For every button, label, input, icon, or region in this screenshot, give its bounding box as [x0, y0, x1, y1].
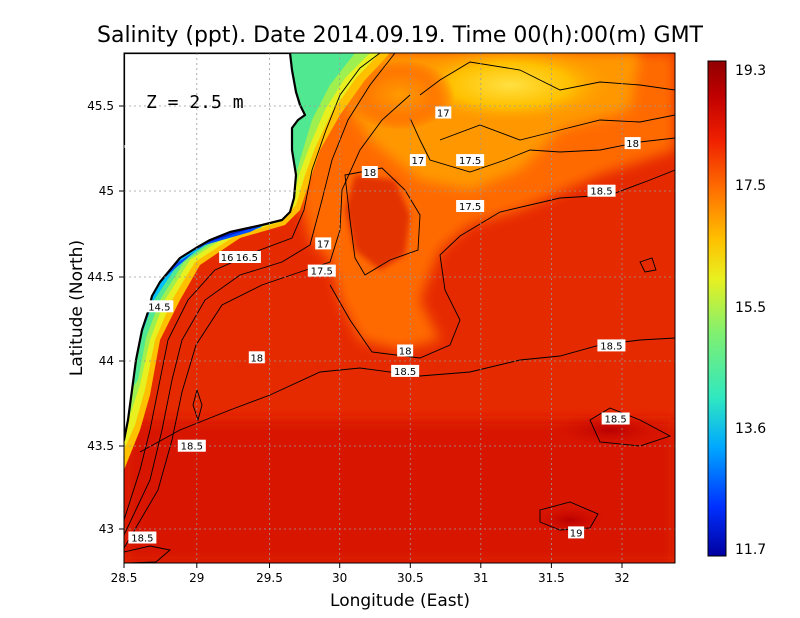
x-tick-label: 29 — [189, 571, 204, 585]
contour-label: 18 — [624, 137, 641, 150]
contour-label: 18.5 — [587, 184, 616, 198]
contour-label-text: 17.5 — [459, 156, 481, 167]
contour-label-text: 18.5 — [181, 442, 203, 453]
y-tick-label: 45.5 — [87, 99, 114, 113]
contour-label-text: 16 — [221, 253, 234, 264]
contour-label: 18.5 — [177, 439, 206, 453]
contour-label: 16.5 — [232, 251, 261, 264]
salinity-field: 17 17 17.5 18 18 18.5 17.5 17 16 16.5 17.5 14.5 18 18… — [124, 53, 675, 563]
colorbar-tick-label: 17.5 — [735, 178, 766, 194]
x-tick-label: 29.5 — [256, 571, 283, 585]
contour-label: 17.5 — [307, 264, 336, 278]
contour-label-text: 17 — [317, 239, 330, 250]
y-tick-label: 43.5 — [87, 439, 114, 453]
contour-label-box — [409, 154, 426, 167]
contour-label-box — [177, 439, 206, 452]
colorbar — [707, 60, 727, 557]
colorbar-tick-label: 15.5 — [735, 300, 766, 316]
contour-label: 18 — [397, 344, 414, 358]
contour-label: 18.5 — [601, 412, 630, 426]
contour-label-box — [361, 166, 378, 178]
contour-label-box — [435, 106, 452, 119]
x-axis — [123, 563, 623, 568]
contour-label-box — [232, 251, 261, 263]
contour-label-text: 14.5 — [148, 302, 170, 313]
contour-label: 17.5 — [456, 154, 485, 167]
y-axis-label: Latitude (North) — [67, 240, 87, 376]
x-tick-label: 30 — [332, 571, 347, 585]
contour-label-text: 18 — [399, 347, 412, 358]
contour-label: 18.5 — [128, 531, 157, 545]
y-tick-label: 45 — [99, 184, 114, 198]
y-tick-label: 44 — [99, 354, 114, 368]
contour-label-text: 18.5 — [600, 341, 622, 352]
chart-title: Salinity (ppt). Date 2014.09.19. Time 00… — [97, 23, 704, 48]
contour-label: 17.5 — [456, 200, 485, 213]
contour-label-box — [456, 154, 485, 167]
contour-label-text: 16.5 — [236, 253, 258, 264]
contour-label-text: 18.5 — [131, 534, 153, 545]
x-tick-label: 32 — [614, 571, 629, 585]
contour-labels: 17 17 17.5 18 18 18.5 17.5 17 16 16.5 17.5 14.5 18 18… — [128, 106, 641, 545]
contour-label: 17 — [435, 106, 452, 120]
contour-label-box — [624, 137, 641, 150]
contour-label-box — [456, 200, 485, 212]
contour-label-box — [397, 344, 414, 357]
y-tick-label: 43 — [99, 522, 114, 536]
contour-label-box — [307, 264, 336, 277]
contour-label-text: 17 — [437, 109, 450, 120]
contour-label-text: 18 — [363, 168, 376, 179]
contour-label-box — [391, 364, 420, 377]
contour-label-box — [315, 237, 332, 250]
contour-label-box — [597, 339, 626, 352]
contour-label: 19 — [568, 526, 585, 539]
contour-label-box — [601, 412, 630, 425]
grid-lines — [124, 53, 675, 563]
x-axis-label: Longitude (East) — [330, 591, 470, 611]
contour-label-text: 18 — [626, 139, 639, 150]
y-axis — [119, 105, 124, 530]
depth-annotation: Z = 2.5 m — [146, 92, 244, 113]
colorbar-tick-label: 11.7 — [735, 542, 766, 558]
contour-label-box — [128, 531, 157, 544]
contour-label-text: 17 — [411, 156, 424, 167]
contour-label: 18 — [248, 351, 265, 364]
contour-label: 18.5 — [391, 364, 420, 378]
contour-label-text: 18.5 — [605, 415, 627, 426]
contour-label-text: 19 — [570, 528, 583, 539]
contour-label-box — [248, 351, 265, 364]
contour-label: 18 — [361, 166, 378, 179]
contour-label-text: 18 — [250, 353, 263, 364]
contour-label-text: 17.5 — [459, 202, 481, 213]
contour-label: 16 — [219, 251, 236, 264]
contour-label-text: 18.5 — [394, 367, 416, 378]
contour-label: 18.5 — [597, 339, 626, 352]
x-tick-label: 28.5 — [111, 571, 138, 585]
contour-label-box — [145, 300, 174, 313]
coastline-land — [124, 53, 307, 442]
contour-label-box — [568, 526, 585, 539]
contour-label: 17 — [315, 237, 332, 250]
colorbar-tick-label: 19.3 — [735, 63, 766, 79]
contour-label: 14.5 — [145, 300, 174, 313]
colorbar-tick-label: 13.6 — [735, 421, 766, 437]
x-tick-label: 31.5 — [538, 571, 565, 585]
contour-label: 17 — [409, 154, 426, 167]
plot-frame — [123, 52, 676, 564]
contour-label-box — [587, 184, 616, 197]
x-tick-label: 31 — [473, 571, 488, 585]
contour-label-box — [219, 251, 236, 263]
contour-label-text: 18.5 — [590, 187, 612, 198]
x-tick-label: 30.5 — [397, 571, 424, 585]
y-tick-label: 44.5 — [87, 270, 114, 284]
contour-label-text: 17.5 — [311, 267, 333, 278]
